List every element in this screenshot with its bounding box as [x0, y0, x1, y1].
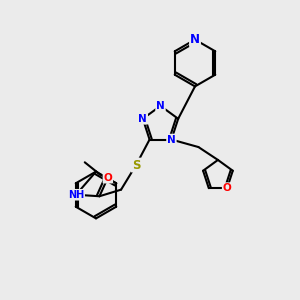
- Text: S: S: [132, 158, 140, 172]
- Text: N: N: [167, 134, 176, 145]
- Text: N: N: [190, 33, 200, 46]
- Text: O: O: [103, 172, 112, 183]
- Text: O: O: [223, 183, 232, 193]
- Text: N: N: [138, 114, 147, 124]
- Text: NH: NH: [68, 190, 84, 200]
- Text: N: N: [156, 101, 165, 111]
